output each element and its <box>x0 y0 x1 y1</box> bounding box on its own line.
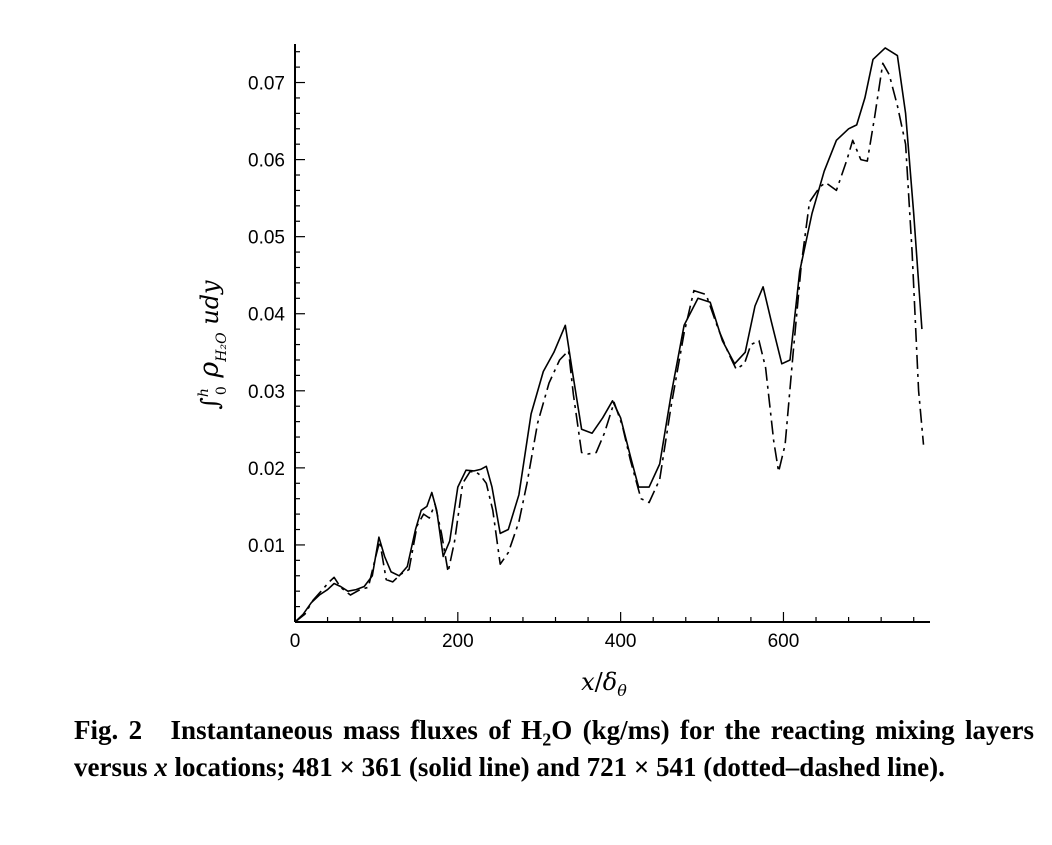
y-tick-label: 0.03 <box>248 382 285 403</box>
x-tick-label: 200 <box>442 631 474 652</box>
y-axis-title: ∫h 0 ρH₂O udy <box>194 280 230 410</box>
x-axis-title: x/δθ <box>581 668 627 700</box>
y-axis-integral-lower: 0 <box>214 386 230 395</box>
y-axis-subscript: H₂O <box>214 332 230 363</box>
caption-text-1: Instantaneous mass fluxes of H <box>170 715 543 745</box>
y-tick-label: 0.07 <box>248 74 285 95</box>
x-axis-delta: δ <box>603 668 617 696</box>
x-axis-x: x <box>581 668 595 696</box>
y-tick-label: 0.04 <box>248 305 285 326</box>
caption-text-2: O (kg/ms) for the reacting mixing layers… <box>74 715 1034 782</box>
caption-subscript: 2 <box>542 729 552 750</box>
y-axis-rho: ρ <box>194 362 225 387</box>
chart-plot: 0 200 400 600 0.01 0.02 0.03 0.04 0.05 0.06 0.07 ∫… <box>194 44 930 700</box>
chart-axes <box>294 44 930 623</box>
x-tick-label: 400 <box>605 631 637 652</box>
chart-tick-labels: 0 200 400 600 0.01 0.02 0.03 0.04 0.05 0.06 0.07 <box>248 74 799 652</box>
y-tick-label: 0.05 <box>248 228 285 249</box>
y-tick-label: 0.01 <box>248 536 285 557</box>
chart-series <box>294 47 925 623</box>
series-dash-dot-line <box>294 62 925 623</box>
caption-text-3: locations; 481 × 361 (solid line) and 72… <box>167 752 945 782</box>
x-tick-label: 600 <box>768 631 800 652</box>
y-tick-label: 0.06 <box>248 151 285 172</box>
x-axis-slash: / <box>595 668 604 696</box>
series-solid-line <box>294 47 923 623</box>
caption-x-variable: x <box>154 752 168 782</box>
y-axis-integral: ∫ <box>196 397 224 410</box>
y-axis-integral-upper: h <box>196 388 212 397</box>
chart-ticks <box>294 51 915 623</box>
x-tick-label: 0 <box>290 631 301 652</box>
figure-caption: Fig. 2 Instantaneous mass fluxes of H2O … <box>74 712 1034 786</box>
svg-text:∫h0 ρH₂O udy: ∫h 0 ρH₂O udy <box>194 280 230 410</box>
y-axis-udy: udy <box>196 280 224 332</box>
x-axis-theta: θ <box>617 681 627 700</box>
figure-label: Fig. 2 <box>74 715 143 745</box>
y-tick-label: 0.02 <box>248 459 285 480</box>
